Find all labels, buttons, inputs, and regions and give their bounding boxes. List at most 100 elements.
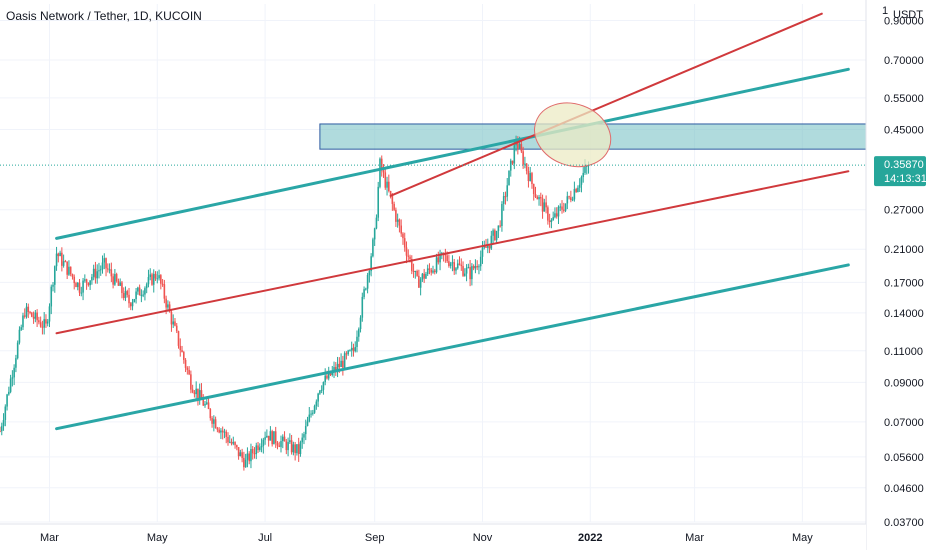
candle-body xyxy=(267,435,270,441)
candle-body xyxy=(174,321,176,326)
candle-body xyxy=(281,436,284,442)
candle-body xyxy=(145,284,148,289)
candle-body xyxy=(317,393,319,402)
price-tick-12: 0.04600 xyxy=(884,483,924,495)
candle-body xyxy=(292,444,295,453)
candle-body xyxy=(209,409,212,419)
time-tick-1: May xyxy=(147,532,168,544)
candle-body xyxy=(82,280,84,293)
candle-body xyxy=(382,170,385,173)
candle-body xyxy=(481,247,484,257)
candle-body xyxy=(228,441,231,443)
candle-body xyxy=(486,245,489,248)
trendline-1 xyxy=(55,263,850,431)
candle-body xyxy=(122,293,125,298)
price-tick-10: 0.07000 xyxy=(884,417,924,429)
candle-body xyxy=(264,437,266,440)
drawing-layer-over xyxy=(55,12,850,431)
candle-body xyxy=(289,440,291,443)
candle-body xyxy=(69,266,72,275)
grid-lines xyxy=(0,4,866,523)
candle-body xyxy=(271,431,273,445)
candle-body xyxy=(4,406,7,420)
candle-body xyxy=(494,230,496,241)
candle-body xyxy=(117,281,120,286)
candle-body xyxy=(414,271,417,273)
candle-body xyxy=(391,195,394,204)
candle-body xyxy=(350,347,353,351)
candle-body xyxy=(557,206,560,217)
candle-body xyxy=(444,254,447,256)
candle-body xyxy=(324,375,326,383)
candle-body xyxy=(280,441,282,447)
candle-body xyxy=(223,431,226,433)
candle-body xyxy=(124,291,127,298)
candle-body xyxy=(532,184,535,195)
candle-body xyxy=(137,287,139,292)
candle-body xyxy=(225,431,228,437)
candle-body xyxy=(479,256,482,267)
candle-body xyxy=(509,160,512,171)
candle-body xyxy=(149,274,152,278)
candle-body xyxy=(428,268,431,270)
candle-body xyxy=(400,225,402,234)
candle-body xyxy=(99,269,102,271)
candle-body xyxy=(388,181,390,191)
candle-body xyxy=(119,282,121,286)
candle-body xyxy=(205,402,208,404)
candle-body xyxy=(244,459,247,468)
candle-body xyxy=(334,367,337,372)
candle-body xyxy=(156,278,159,280)
candle-body xyxy=(142,294,144,296)
candle-body xyxy=(522,151,524,165)
time-axis[interactable] xyxy=(0,524,866,550)
candle-body xyxy=(343,353,346,368)
candle-body xyxy=(283,436,286,442)
candle-body xyxy=(504,196,507,198)
candle-body xyxy=(259,447,261,450)
candle-body xyxy=(220,430,222,433)
candle-body xyxy=(455,268,457,271)
candle-body xyxy=(338,363,341,368)
candle-body xyxy=(373,228,376,240)
candle-body xyxy=(172,321,174,325)
candle-body xyxy=(128,294,130,304)
candle-body xyxy=(446,255,448,262)
candle-body xyxy=(73,276,76,284)
candle-body xyxy=(251,449,254,454)
candle-body xyxy=(342,360,344,368)
candle-body xyxy=(333,367,335,372)
candle-body xyxy=(84,279,86,281)
candle-body xyxy=(41,326,44,328)
candlestick-series xyxy=(0,135,590,471)
candle-body xyxy=(375,217,378,229)
price-tick-1: 0.70000 xyxy=(884,55,924,67)
last-price-value: 0.35870 xyxy=(884,159,924,171)
candle-body xyxy=(554,213,556,218)
candle-body xyxy=(175,325,178,332)
candle-body xyxy=(290,440,293,453)
candle-body xyxy=(319,390,321,394)
candle-body xyxy=(359,317,362,330)
candle-body xyxy=(584,166,586,173)
candle-body xyxy=(269,431,272,441)
candle-body xyxy=(0,426,3,432)
price-axis[interactable] xyxy=(866,0,932,550)
candle-body xyxy=(61,252,63,266)
candle-body xyxy=(405,247,408,256)
candle-body xyxy=(250,449,252,462)
candle-body xyxy=(234,442,236,446)
candle-body xyxy=(22,315,24,328)
candle-body xyxy=(299,442,302,455)
candle-body xyxy=(236,445,238,448)
candle-body xyxy=(144,288,146,295)
candle-body xyxy=(241,452,243,458)
candle-body xyxy=(409,256,411,260)
candle-body xyxy=(296,444,298,454)
candle-body xyxy=(545,202,547,208)
candle-body xyxy=(197,388,199,399)
price-tick-3: 0.45000 xyxy=(884,124,924,136)
candle-body xyxy=(561,206,563,210)
candle-body xyxy=(403,238,406,248)
